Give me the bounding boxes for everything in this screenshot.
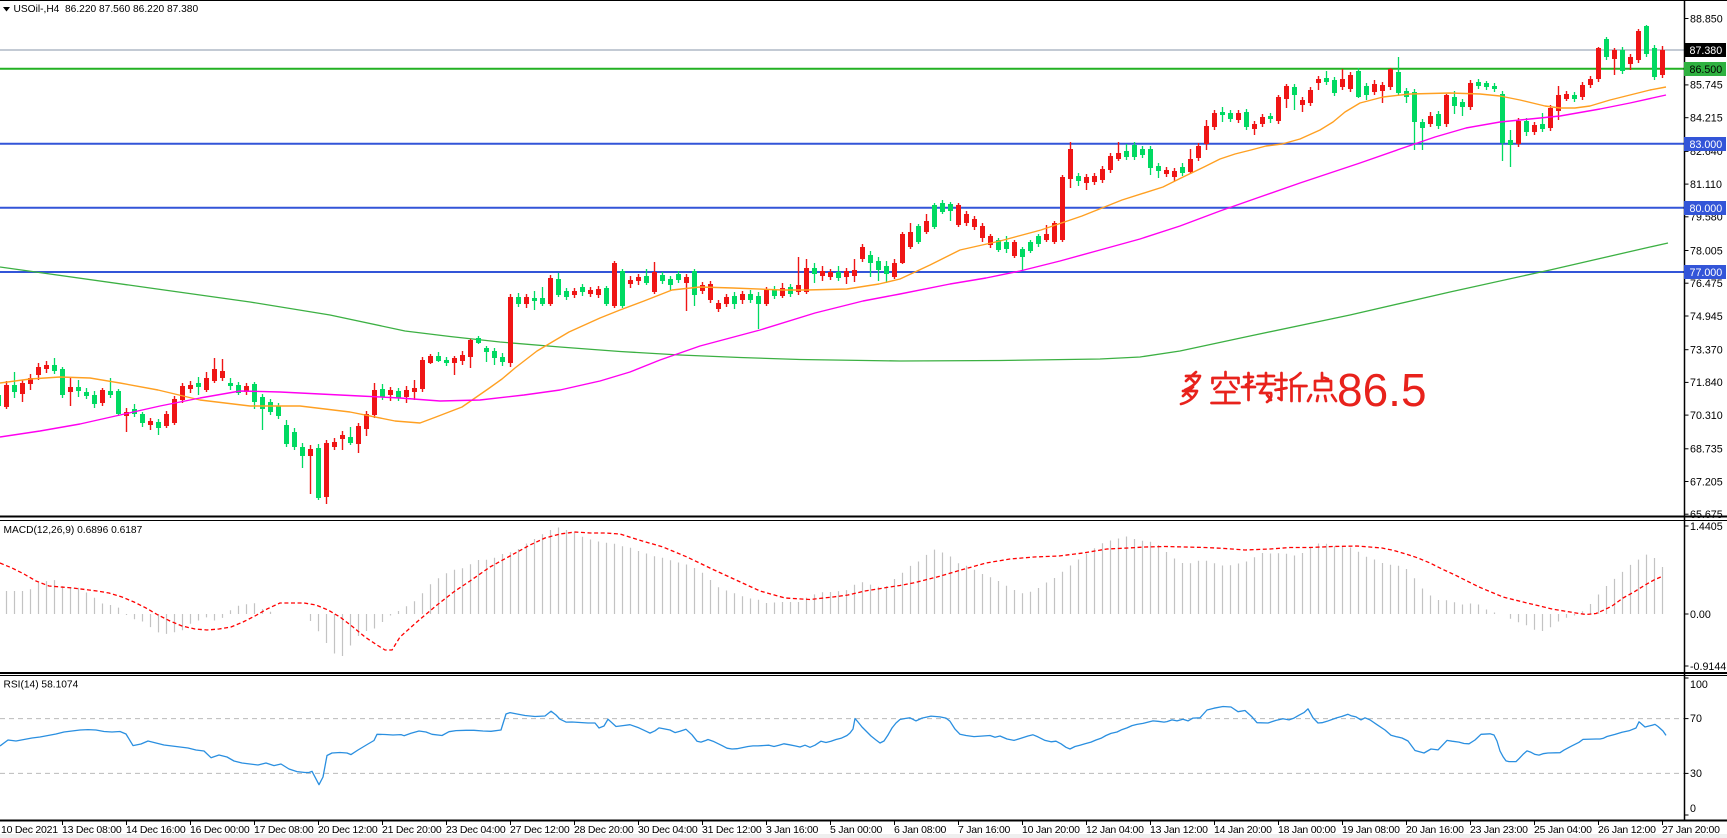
svg-text:70.310: 70.310: [1690, 410, 1723, 422]
svg-text:84.215: 84.215: [1690, 113, 1723, 125]
svg-text:0: 0: [1690, 803, 1696, 815]
svg-text:18 Jan 00:00: 18 Jan 00:00: [1278, 824, 1336, 836]
svg-text:13 Dec 08:00: 13 Dec 08:00: [62, 824, 122, 836]
svg-text:-0.9144: -0.9144: [1690, 661, 1726, 673]
svg-text:31 Dec 12:00: 31 Dec 12:00: [702, 824, 762, 836]
svg-text:30 Dec 04:00: 30 Dec 04:00: [638, 824, 698, 836]
svg-text:70: 70: [1690, 713, 1702, 725]
svg-text:20 Dec 12:00: 20 Dec 12:00: [318, 824, 378, 836]
svg-text:28 Dec 20:00: 28 Dec 20:00: [574, 824, 634, 836]
svg-text:74.945: 74.945: [1690, 311, 1723, 323]
svg-text:25 Jan 04:00: 25 Jan 04:00: [1534, 824, 1592, 836]
svg-text:88.850: 88.850: [1690, 13, 1723, 25]
svg-text:3 Jan 16:00: 3 Jan 16:00: [766, 824, 819, 836]
svg-text:14 Dec 16:00: 14 Dec 16:00: [126, 824, 186, 836]
svg-text:RSI(14) 58.1074: RSI(14) 58.1074: [4, 680, 79, 691]
svg-text:5 Jan 00:00: 5 Jan 00:00: [830, 824, 883, 836]
svg-text:86.5: 86.5: [1337, 364, 1427, 416]
svg-text:81.110: 81.110: [1690, 179, 1722, 191]
svg-text:21 Dec 20:00: 21 Dec 20:00: [382, 824, 442, 836]
svg-text:16 Dec 00:00: 16 Dec 00:00: [190, 824, 250, 836]
svg-text:0.00: 0.00: [1690, 609, 1711, 621]
svg-text:85.745: 85.745: [1690, 80, 1723, 92]
svg-text:19 Jan 08:00: 19 Jan 08:00: [1342, 824, 1400, 836]
svg-text:23 Dec 04:00: 23 Dec 04:00: [446, 824, 506, 836]
svg-text:27 Dec 12:00: 27 Dec 12:00: [510, 824, 570, 836]
svg-text:10 Jan 20:00: 10 Jan 20:00: [1022, 824, 1080, 836]
svg-text:20 Jan 16:00: 20 Jan 16:00: [1406, 824, 1464, 836]
svg-text:68.735: 68.735: [1690, 444, 1723, 456]
svg-text:14 Jan 20:00: 14 Jan 20:00: [1214, 824, 1272, 836]
svg-text:23 Jan 23:00: 23 Jan 23:00: [1470, 824, 1528, 836]
svg-text:77.000: 77.000: [1690, 267, 1723, 279]
svg-text:10 Dec 2021: 10 Dec 2021: [1, 824, 58, 836]
svg-text:87.380: 87.380: [1690, 45, 1723, 57]
svg-text:65.675: 65.675: [1690, 509, 1723, 521]
svg-text:100: 100: [1690, 679, 1708, 691]
svg-text:27 Jan 20:00: 27 Jan 20:00: [1662, 824, 1720, 836]
svg-text:67.205: 67.205: [1690, 476, 1723, 488]
svg-text:1.4405: 1.4405: [1690, 521, 1723, 533]
svg-text:17 Dec 08:00: 17 Dec 08:00: [254, 824, 314, 836]
svg-text:86.500: 86.500: [1690, 64, 1723, 76]
svg-text:USOil-,H4 86.220 87.560 86.22: USOil-,H4 86.220 87.560 86.220 87.380: [14, 4, 199, 15]
svg-text:73.370: 73.370: [1690, 345, 1723, 357]
svg-text:12 Jan 04:00: 12 Jan 04:00: [1086, 824, 1144, 836]
svg-text:71.840: 71.840: [1690, 377, 1723, 389]
svg-text:13 Jan 12:00: 13 Jan 12:00: [1150, 824, 1208, 836]
svg-text:76.475: 76.475: [1690, 278, 1723, 290]
svg-text:83.000: 83.000: [1690, 139, 1723, 151]
svg-text:6 Jan 08:00: 6 Jan 08:00: [894, 824, 947, 836]
svg-text:78.005: 78.005: [1690, 245, 1723, 257]
svg-text:30: 30: [1690, 768, 1702, 780]
svg-text:7 Jan 16:00: 7 Jan 16:00: [958, 824, 1011, 836]
svg-text:26 Jan 12:00: 26 Jan 12:00: [1598, 824, 1656, 836]
svg-text:80.000: 80.000: [1690, 203, 1723, 215]
svg-text:MACD(12,26,9) 0.6896 0.6187: MACD(12,26,9) 0.6896 0.6187: [4, 525, 143, 536]
